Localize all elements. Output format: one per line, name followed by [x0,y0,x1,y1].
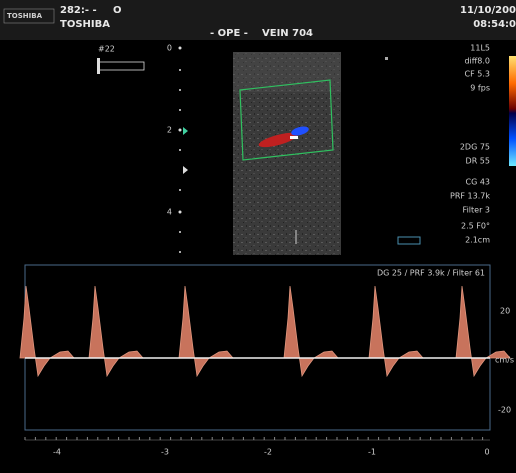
depth-dot [179,47,182,50]
system-id: 282:- - [60,5,97,16]
parameter: 11L5 [470,44,490,53]
marker: O [113,5,122,16]
body-marker [98,62,144,70]
ultrasound-screen: TOSHIBA 282:- - O TOSHIBA - OPE - VEIN 7… [0,0,516,473]
parameter: 9 fps [470,84,490,93]
depth-dot [179,109,181,111]
time-label: -3 [161,448,169,457]
orientation-mark [385,57,388,60]
parameter: DR 55 [466,157,490,166]
focus-marker [183,166,188,174]
parameter: PRF 13.7k [450,192,490,201]
depth-dot [179,89,181,91]
mode: - OPE - [210,28,248,39]
depth-scale [179,47,189,254]
depth-label: 4 [167,208,172,217]
time-label: 0 [484,448,489,457]
b-mode-near-field [233,52,341,92]
depth-dot [179,251,181,253]
spectral-settings: DG 25 / PRF 3.9k / Filter 61 [377,269,485,278]
depth-label: 0 [167,44,172,53]
parameter: diff8.0 [464,57,490,66]
parameter: CG 43 [465,178,490,187]
probe-marker [97,58,100,74]
probe-icon [398,237,420,244]
velocity-label: -20 [498,406,511,415]
color-bar [509,56,516,166]
depth-dot [179,211,182,214]
time-label: -4 [53,448,61,457]
date: 11/10/200 [460,5,516,16]
depth-label: 2 [167,126,172,135]
depth-dot [179,129,182,132]
parameter: Filter 3 [463,206,490,215]
study: VEIN 704 [262,28,313,39]
time-label: -1 [368,448,376,457]
logo: TOSHIBA [7,12,43,20]
parameter: 2.1cm [465,236,490,245]
depth-dot [179,231,181,233]
depth-dot [179,189,181,191]
preset: #22 [98,45,115,54]
parameter: 2.5 F0° [461,222,490,231]
time: 08:54:0 [473,19,516,30]
parameter: 2DG 75 [460,143,490,152]
velocity-unit: cm/s [495,356,514,365]
time-label: -2 [264,448,272,457]
depth-dot [179,149,181,151]
brand: TOSHIBA [60,19,110,30]
focus-marker [183,127,188,135]
velocity-label: 20 [500,307,510,316]
parameter: CF 5.3 [465,70,490,79]
sample-gate [290,136,298,139]
depth-dot [179,69,181,71]
